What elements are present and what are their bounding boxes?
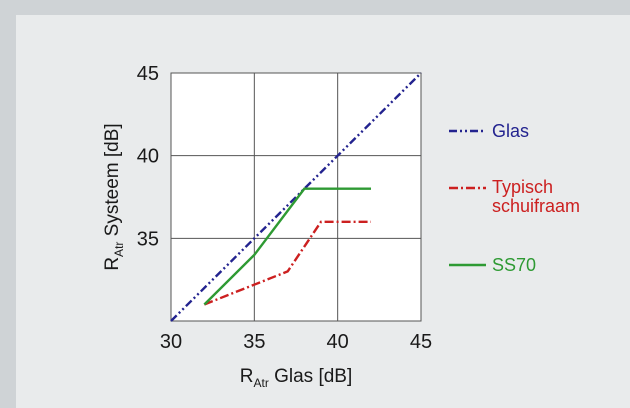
y-axis-title: RAtr Systeem [dB] — [102, 123, 126, 270]
legend-label-1-1: schuifraam — [492, 196, 580, 216]
y-tick-label-40: 40 — [137, 146, 159, 168]
x-tick-label-45: 45 — [410, 331, 432, 353]
x-axis-title-sub: Atr — [253, 376, 268, 390]
y-axis-title-rest: Systeem [dB] — [102, 123, 123, 241]
x-axis-title-main: R — [240, 366, 254, 387]
series-line-glas — [170, 72, 422, 322]
x-axis-title-rest: Glas [dB] — [269, 366, 352, 387]
y-tick-label-45: 45 — [137, 63, 159, 85]
y-tick-labels: 35 40 45 — [137, 63, 159, 250]
series-line-ss70 — [203, 187, 371, 306]
series-line-typisch-schuifraam — [203, 220, 371, 306]
x-axis-title: RAtr Glas [dB] — [240, 366, 353, 390]
legend-label-0-0: Glas — [492, 121, 529, 141]
series-lines — [170, 72, 422, 322]
x-tick-label-40: 40 — [327, 331, 349, 353]
legend-label-1-0: Typisch — [492, 177, 553, 197]
y-axis-title-sub: Atr — [112, 242, 126, 257]
x-tick-label-35: 35 — [243, 331, 265, 353]
x-tick-label-30: 30 — [160, 331, 182, 353]
grid-lines — [171, 73, 421, 321]
legend-label-2-0: SS70 — [492, 255, 536, 275]
y-axis-title-main: R — [102, 257, 123, 271]
y-tick-label-35: 35 — [137, 228, 159, 250]
x-tick-labels: 30 35 40 45 — [160, 331, 432, 353]
